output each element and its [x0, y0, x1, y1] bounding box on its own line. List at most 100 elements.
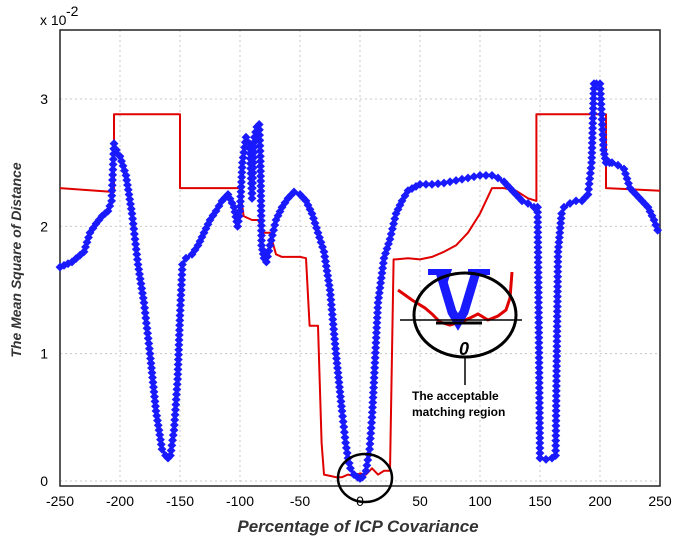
blue-series-point — [551, 411, 561, 421]
blue-series-point — [238, 153, 248, 162]
annotation-line1: The acceptable — [412, 389, 499, 403]
blue-series-point — [176, 290, 186, 300]
blue-series-point — [376, 278, 386, 288]
blue-series-point — [557, 209, 567, 219]
y-exponent-power: -2 — [66, 3, 79, 19]
blue-series-point — [552, 346, 562, 356]
blue-series-point — [552, 336, 562, 346]
blue-series-point — [588, 99, 598, 108]
blue-series-point — [378, 263, 388, 273]
blue-series-point — [248, 158, 258, 168]
blue-series-point — [552, 321, 562, 331]
blue-series-point — [571, 196, 581, 206]
blue-series-point — [369, 383, 379, 393]
blue-series-point — [587, 153, 597, 163]
blue-series-point — [370, 358, 380, 368]
blue-series-point — [553, 272, 563, 282]
blue-series-point — [541, 454, 551, 464]
blue-series-point — [363, 455, 373, 465]
blue-series-point — [585, 174, 595, 184]
blue-series-point — [107, 186, 117, 195]
x-tick-label: 200 — [588, 493, 612, 509]
x-tick-label: -250 — [46, 493, 74, 509]
blue-series-point — [111, 145, 121, 155]
blue-series-point — [552, 356, 562, 366]
blue-series-point — [157, 444, 167, 454]
inset-zero-label: 0 — [459, 339, 469, 359]
blue-series-point — [552, 376, 561, 386]
blue-series-point — [368, 398, 378, 407]
blue-series-point — [367, 407, 377, 417]
blue-series-point — [390, 214, 400, 224]
blue-series-point — [586, 163, 596, 173]
blue-series-point — [371, 333, 381, 343]
blue-series-point — [463, 173, 473, 183]
blue-series-point — [171, 395, 181, 404]
blue-series-point — [553, 282, 563, 292]
blue-series-point — [173, 355, 183, 364]
blue-series-point — [169, 420, 179, 430]
blue-series-point — [552, 351, 562, 361]
blue-series-point — [345, 463, 355, 473]
blue-series-point — [551, 401, 561, 411]
blue-series-point — [237, 167, 247, 177]
blue-series-point — [370, 353, 380, 363]
blue-series-point — [357, 472, 367, 482]
y-tick-label: 0 — [40, 473, 48, 489]
blue-series-point — [551, 426, 561, 436]
blue-series-point — [371, 338, 381, 348]
y-exponent-base: x 10 — [40, 12, 67, 28]
blue-series-point — [589, 94, 598, 103]
blue-series-point — [588, 108, 598, 118]
blue-series-point — [445, 177, 455, 187]
blue-series-point — [362, 460, 372, 470]
blue-series-point — [583, 190, 593, 199]
blue-series-point — [237, 172, 247, 182]
blue-series-point — [235, 206, 245, 216]
blue-series-point — [108, 175, 117, 185]
blue-series-point — [173, 364, 183, 374]
blue-series-point — [361, 466, 371, 476]
blue-series-point — [269, 225, 279, 235]
blue-series-point — [588, 128, 597, 138]
blue-series-point — [175, 305, 185, 315]
blue-series-point — [172, 379, 182, 389]
blue-series-point — [368, 393, 378, 402]
x-tick-label: -100 — [226, 493, 254, 509]
blue-series-point — [588, 123, 598, 133]
blue-series-point — [481, 170, 491, 180]
blue-series-point — [588, 113, 598, 123]
blue-series-point — [457, 174, 467, 184]
blue-series-point — [551, 421, 561, 431]
blue-series-point — [109, 139, 119, 148]
blue-series-point — [451, 176, 461, 185]
blue-series-point — [372, 313, 382, 323]
blue-series-point — [108, 170, 118, 180]
blue-series-point — [551, 396, 561, 406]
blue-series-point — [587, 133, 597, 143]
zero-region-circle — [336, 452, 394, 504]
blue-series-point — [265, 241, 275, 250]
blue-series-point — [177, 280, 186, 290]
blue-series-point — [587, 138, 597, 148]
blue-series-point — [165, 451, 175, 460]
blue-series-point — [523, 198, 533, 208]
blue-series-point — [552, 361, 562, 371]
blue-series-point — [551, 416, 561, 426]
blue-series-point — [236, 182, 246, 192]
blue-series-point — [653, 225, 663, 235]
blue-series-point — [172, 389, 181, 399]
blue-series-point — [377, 268, 387, 278]
blue-series-point — [552, 302, 562, 311]
blue-series-point — [372, 328, 381, 338]
blue-series-point — [370, 363, 380, 373]
y-axis-label: The Mean Square of Distance — [8, 162, 24, 357]
blue-series-point — [552, 297, 562, 306]
blue-series-point — [365, 439, 375, 449]
x-tick-label: 250 — [648, 493, 672, 509]
blue-series-point — [585, 168, 595, 178]
blue-series-point — [174, 335, 184, 345]
blue-series-point — [552, 331, 562, 341]
blue-series-point — [177, 260, 187, 269]
blue-series-point — [386, 229, 396, 239]
